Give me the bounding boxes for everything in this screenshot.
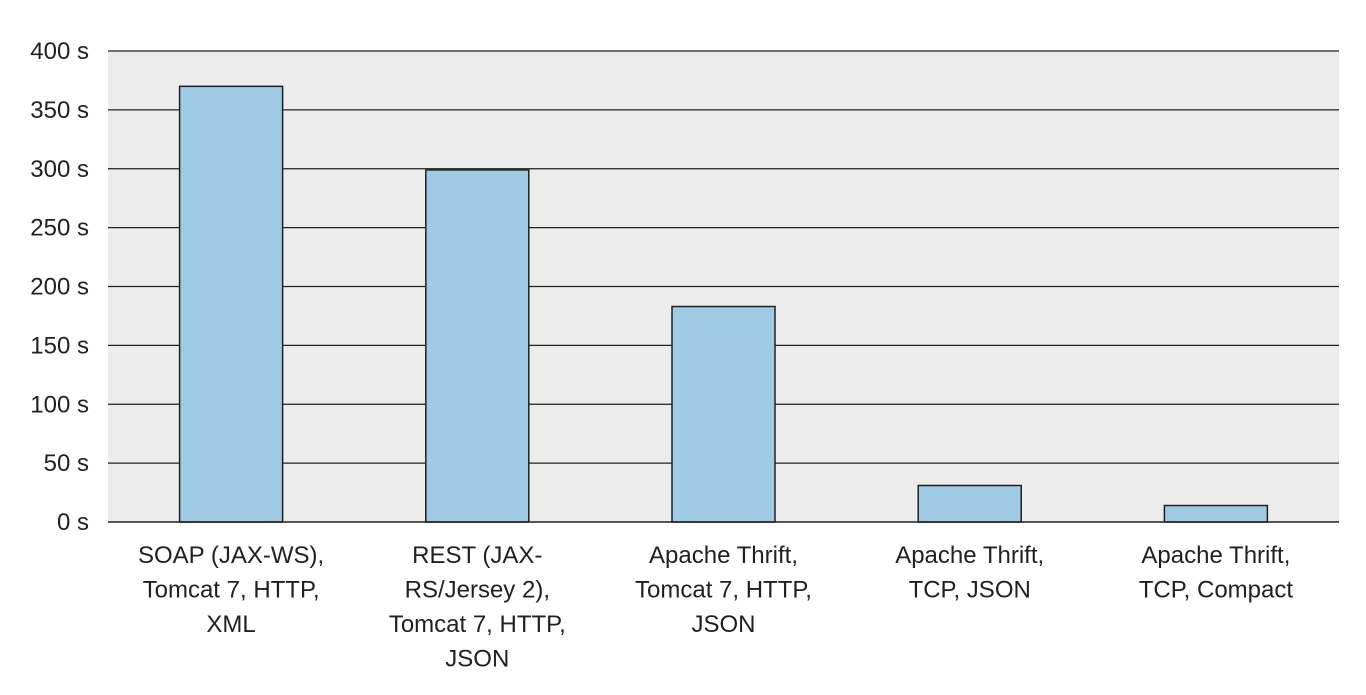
y-tick-label: 150 s: [30, 332, 89, 359]
x-tick-label-line: Apache Thrift,: [1141, 542, 1290, 569]
x-tick-label-line: JSON: [445, 646, 509, 673]
x-tick-label-line: Apache Thrift,: [649, 542, 798, 569]
y-tick-label: 0 s: [57, 509, 89, 536]
x-tick-label: REST (JAX- RS/Jersey 2), Tomcat 7, HTTP, JS…: [389, 542, 566, 673]
x-tick-label-line: TCP, Compact: [1139, 577, 1294, 604]
x-tick-label-line: SOAP (JAX-WS),: [138, 542, 324, 569]
x-tick-label-line: JSON: [691, 611, 755, 638]
y-tick-label: 100 s: [30, 391, 89, 418]
x-tick-label: Apache Thrift, Tomcat 7, HTTP, JSON: [635, 542, 812, 638]
y-tick-label: 200 s: [30, 274, 89, 301]
x-axis-labels: SOAP (JAX-WS), Tomcat 7, HTTP, XML REST (JA…: [138, 542, 1293, 673]
x-tick-label: Apache Thrift, TCP, JSON: [895, 542, 1044, 604]
bar: [1163, 504, 1269, 523]
x-tick-label-line: XML: [206, 611, 255, 638]
x-tick-label-line: RS/Jersey 2),: [405, 577, 550, 604]
bar: [425, 169, 530, 523]
bar: [917, 484, 1022, 523]
y-axis-ticks: 0 s 50 s 100 s 150 s 200 s 250 s 300 s 350 s 400…: [30, 38, 89, 536]
x-tick-label: SOAP (JAX-WS), Tomcat 7, HTTP, XML: [138, 542, 324, 638]
y-tick-label: 400 s: [30, 38, 89, 65]
x-tick-label-line: Apache Thrift,: [895, 542, 1044, 569]
x-tick-label-line: Tomcat 7, HTTP,: [143, 577, 320, 604]
y-tick-label: 50 s: [44, 450, 89, 477]
bar: [178, 85, 284, 523]
y-tick-label: 250 s: [30, 215, 89, 242]
x-tick-label-line: TCP, JSON: [909, 577, 1031, 604]
x-tick-label-line: Tomcat 7, HTTP,: [635, 577, 812, 604]
bar: [671, 305, 776, 523]
y-tick-label: 300 s: [30, 156, 89, 183]
x-tick-label-line: REST (JAX-: [412, 542, 542, 569]
bars: [178, 85, 1269, 523]
y-tick-label: 350 s: [30, 97, 89, 124]
x-tick-label: Apache Thrift, TCP, Compact: [1139, 542, 1294, 604]
x-tick-label-line: Tomcat 7, HTTP,: [389, 611, 566, 638]
